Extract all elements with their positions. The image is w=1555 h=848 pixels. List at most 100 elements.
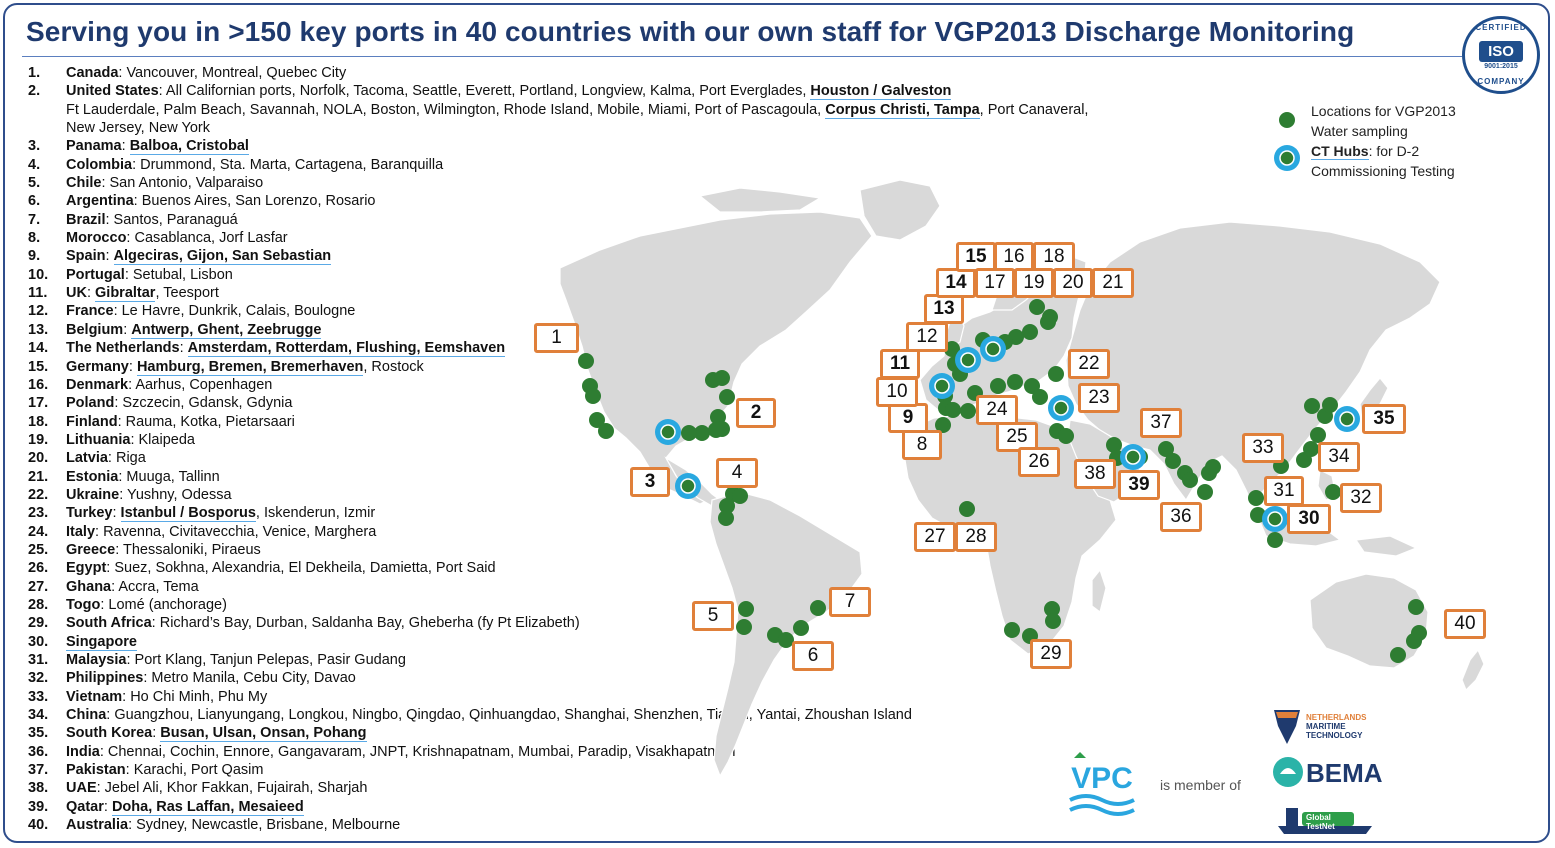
new-zealand-landmass	[1461, 648, 1485, 692]
bema-text: BEMA	[1306, 758, 1383, 788]
country-name: France	[66, 303, 114, 320]
location-dot	[714, 370, 730, 386]
country-number: 28.	[28, 596, 49, 613]
country-ports: : Thessaloniki, Piraeus	[115, 541, 261, 558]
country-number: 21.	[28, 468, 49, 485]
country-name: Argentina	[66, 193, 134, 210]
map-label-28: 28	[955, 522, 997, 552]
nmt-line2: MARITIME	[1306, 722, 1346, 731]
country-name: Australia	[66, 817, 129, 834]
country-ports: : All Californian ports, Norfolk, Tacoma…	[158, 83, 811, 100]
country-number: 38.	[28, 780, 49, 797]
country-name: Egypt	[66, 560, 107, 577]
country-hub-ports: Antwerp, Ghent, Zeebrugge	[131, 321, 322, 339]
country-name: Turkey	[66, 505, 113, 522]
location-dot	[1310, 427, 1326, 443]
map-label-27: 27	[914, 522, 956, 552]
country-list-item: 15. Germany: Hamburg, Bremen, Bremerhaven…	[28, 358, 1088, 376]
country-name: UK	[66, 285, 87, 302]
country-list-item: 32. Philippines: Metro Manila, Cebu City,…	[28, 669, 1088, 687]
country-number: 17.	[28, 395, 49, 412]
country-name: The Netherlands	[66, 340, 180, 357]
vpc-logo-text: VPC	[1071, 762, 1133, 795]
country-ports: : Setubal, Lisbon	[124, 266, 233, 283]
location-dot	[1390, 647, 1406, 663]
legend-green-label: Locations for VGP2013 Water sampling	[1311, 101, 1456, 141]
country-ports: : Jebel Ali, Khor Fakkan, Fujairah, Shar…	[96, 780, 368, 797]
map-label-8: 8	[902, 430, 942, 460]
country-hub-ports: Corpus Christi, Tampa	[825, 101, 980, 119]
country-list-item: 40. Australia: Sydney, Newcastle, Brisban…	[28, 816, 1088, 834]
country-number: 3.	[28, 138, 41, 155]
country-list-item: 34. China: Guangzhou, Lianyungang, Longko…	[28, 706, 1088, 724]
country-number: 24.	[28, 523, 49, 540]
country-ports: : Sydney, Newcastle, Brisbane, Melbourne	[128, 817, 401, 834]
map-label-25: 25	[996, 422, 1038, 452]
location-dot	[1004, 622, 1020, 638]
country-number: 37.	[28, 762, 49, 779]
map-label-33: 33	[1242, 433, 1284, 463]
location-dot	[960, 403, 976, 419]
country-list-item: 14. The Netherlands: Amsterdam, Rotterdam…	[28, 339, 1088, 358]
country-name: Qatar	[66, 798, 104, 815]
country-ports: : Port Klang, Tanjun Pelepas, Pasir Guda…	[126, 652, 406, 668]
gtn-line1: Global	[1306, 813, 1331, 822]
country-list-item: 37. Pakistan: Karachi, Port Qasim	[28, 761, 1088, 779]
country-ports: :	[103, 798, 112, 815]
ct-hub-marker	[675, 473, 701, 499]
vpc-logo: VPC	[1066, 752, 1138, 827]
map-label-30: 30	[1287, 504, 1331, 534]
location-dot	[945, 402, 961, 418]
country-list-item: 3. Panama: Balboa, Cristobal	[28, 137, 1088, 156]
iso-badge-bottom-text: COMPANY	[1477, 77, 1525, 86]
map-label-9: 9	[888, 403, 928, 433]
country-ports: : Ravenna, Civitavecchia, Venice, Marghe…	[95, 523, 377, 540]
location-dot	[1029, 299, 1045, 315]
country-number: 6.	[28, 193, 41, 210]
location-dot	[1007, 374, 1023, 390]
nmt-line3: TECHNOLOGY	[1306, 731, 1363, 740]
country-number: 22.	[28, 486, 49, 503]
country-list-item: Ft Lauderdale, Palm Beach, Savannah, NOL…	[28, 101, 1088, 119]
country-number: 25.	[28, 541, 49, 558]
country-list-item: 8. Morocco: Casablanca, Jorf Lasfar	[28, 229, 1088, 247]
country-name: United States	[66, 83, 159, 100]
location-dot	[793, 620, 809, 636]
location-dot	[1032, 389, 1048, 405]
country-ports: : Casablanca, Jorf Lasfar	[126, 230, 288, 247]
map-label-14: 14	[936, 268, 976, 298]
map-label-3: 3	[630, 467, 670, 497]
country-hub-ports: Istanbul / Bosporus	[120, 505, 256, 523]
country-number: 32.	[28, 670, 49, 687]
country-ports: : Le Havre, Dunkrik, Calais, Boulogne	[113, 303, 356, 320]
map-label-39: 39	[1118, 470, 1160, 500]
country-ports: : Suez, Sokhna, Alexandria, El Dekheila,…	[106, 560, 496, 577]
country-list-item: 30. Singapore	[28, 633, 1088, 651]
country-list-item: 24. Italy: Ravenna, Civitavecchia, Venice…	[28, 523, 1088, 541]
map-label-38: 38	[1074, 459, 1116, 489]
country-list-item: 38. UAE: Jebel Ali, Khor Fakkan, Fujairah…	[28, 779, 1088, 797]
country-name: Estonia	[66, 468, 119, 485]
nmt-line1: NETHERLANDS	[1306, 713, 1367, 722]
location-dot	[1106, 437, 1122, 453]
north-america-landmass	[559, 211, 873, 505]
country-ports-after: , Iskenderun, Izmir	[255, 505, 376, 522]
country-list-item: 9. Spain: Algeciras, Gijon, San Sebastian	[28, 247, 1088, 266]
map-label-32: 32	[1340, 483, 1382, 513]
map-label-11: 11	[880, 349, 920, 379]
country-list-item: 11. UK: Gibraltar, Teesport	[28, 284, 1088, 303]
country-number: 23.	[28, 505, 49, 522]
location-dot	[1325, 484, 1341, 500]
country-hub-ports: Gibraltar	[95, 285, 156, 303]
country-ports: :	[123, 321, 132, 338]
location-dot	[578, 353, 594, 369]
location-dot	[1304, 398, 1320, 414]
country-name: Togo	[66, 596, 101, 613]
country-hub-ports: Amsterdam, Rotterdam, Flushing, Eemshave…	[187, 340, 506, 358]
country-name: Morocco	[66, 230, 127, 247]
location-dot	[736, 619, 752, 635]
location-dot	[1165, 453, 1181, 469]
location-dot	[1406, 633, 1422, 649]
global-testnet-logo: Global TestNet	[1272, 798, 1402, 843]
country-ports: : Karachi, Port Qasim	[125, 762, 264, 779]
